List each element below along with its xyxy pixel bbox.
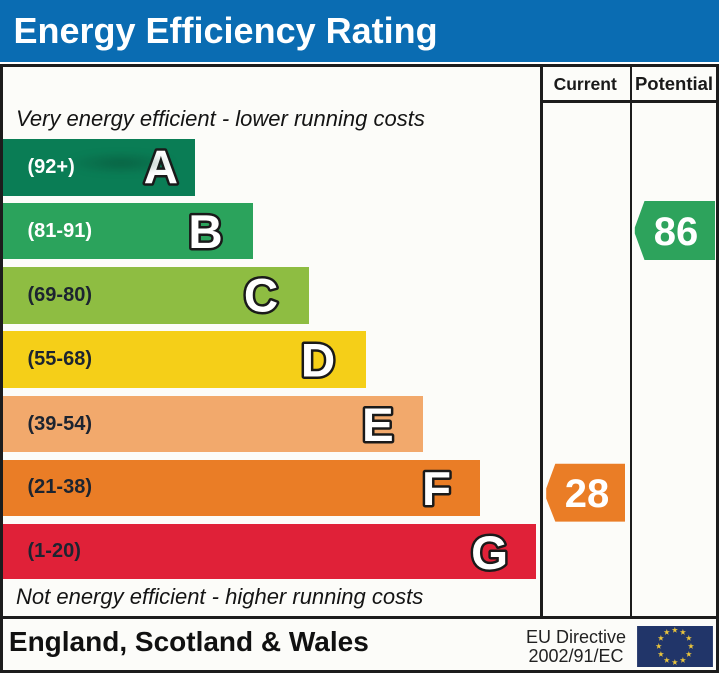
svg-text:D: D [301,335,335,388]
svg-text:F: F [422,463,451,516]
svg-text:A: A [144,141,178,194]
svg-text:G: G [471,527,508,580]
svg-text:C: C [244,270,278,323]
svg-text:E: E [362,399,394,452]
svg-text:B: B [188,206,222,259]
svg-text:28: 28 [565,472,610,516]
svg-text:86: 86 [654,210,699,254]
